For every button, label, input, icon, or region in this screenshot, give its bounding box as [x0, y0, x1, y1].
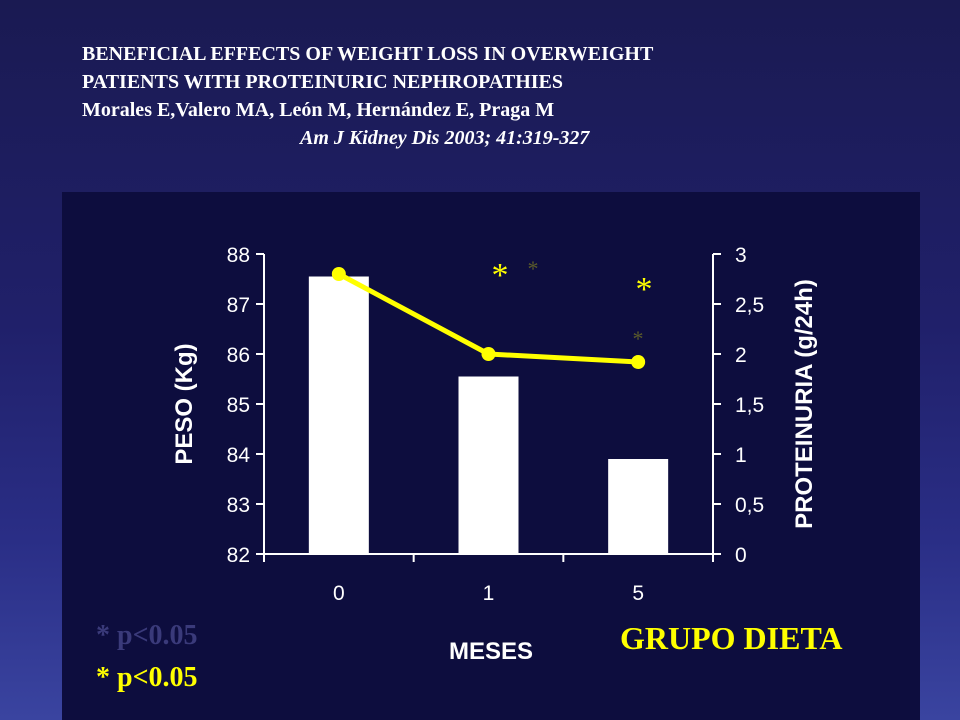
x-axis-title: MESES: [449, 638, 533, 665]
significance-star-ghost-1: *: [528, 256, 539, 281]
y2-tick-label: 1: [735, 444, 747, 467]
proteinuria-point: [631, 355, 646, 369]
p-value-note: * p<0.05: [96, 662, 198, 693]
y2-tick-label: 0,5: [735, 494, 764, 517]
group-label: GRUPO DIETA: [620, 620, 843, 656]
weight-bar: [458, 376, 519, 554]
y2-tick-label: 0: [735, 544, 747, 567]
y2-axis-title: PROTEINURIA (g/24h): [791, 279, 818, 529]
y-tick-label: 83: [227, 494, 250, 517]
y2-tick-label: 2,5: [735, 294, 764, 317]
significance-star-2: *: [636, 271, 653, 308]
significance-star-1: *: [492, 257, 509, 294]
y-tick-label: 85: [227, 394, 250, 417]
y-tick-label: 88: [227, 244, 250, 267]
title-line-1: BENEFICIAL EFFECTS OF WEIGHT LOSS IN OVE…: [82, 43, 654, 65]
citation-line: Am J Kidney Dis 2003; 41:319-327: [300, 127, 590, 149]
y2-tick-label: 2: [735, 344, 747, 367]
labels-layer: 82 83 84 85 86 87 88 0 0,5 1 1,5 2 2,5 3 0 1 5: [227, 244, 765, 605]
y-tick-label: 87: [227, 294, 250, 317]
x-tick-label: 0: [333, 582, 345, 605]
proteinuria-point: [481, 347, 496, 361]
y-axis-title: PESO (Kg): [171, 343, 198, 464]
authors-line: Morales E,Valero MA, León M, Hernández E…: [82, 99, 555, 121]
y2-tick-label: 3: [735, 244, 747, 267]
slide-header: BENEFICIAL EFFECTS OF WEIGHT LOSS IN OVE…: [82, 40, 902, 152]
weight-bar: [308, 276, 369, 554]
weight-bar: [608, 459, 669, 554]
p-value-note-shadow: * p<0.05: [96, 620, 198, 651]
y-tick-label: 82: [227, 544, 250, 567]
y-tick-label: 84: [227, 444, 251, 467]
proteinuria-line-layer: [331, 267, 646, 369]
y2-tick-label: 1,5: [735, 394, 764, 417]
x-tick-label: 1: [483, 582, 495, 605]
proteinuria-point: [331, 267, 346, 281]
title-line-2: PATIENTS WITH PROTEINURIC NEPHROPATHIES: [82, 71, 564, 93]
y-tick-label: 86: [227, 344, 250, 367]
significance-star-ghost-2: *: [633, 326, 644, 351]
x-tick-label: 5: [632, 582, 644, 605]
bars-layer: [308, 276, 669, 554]
